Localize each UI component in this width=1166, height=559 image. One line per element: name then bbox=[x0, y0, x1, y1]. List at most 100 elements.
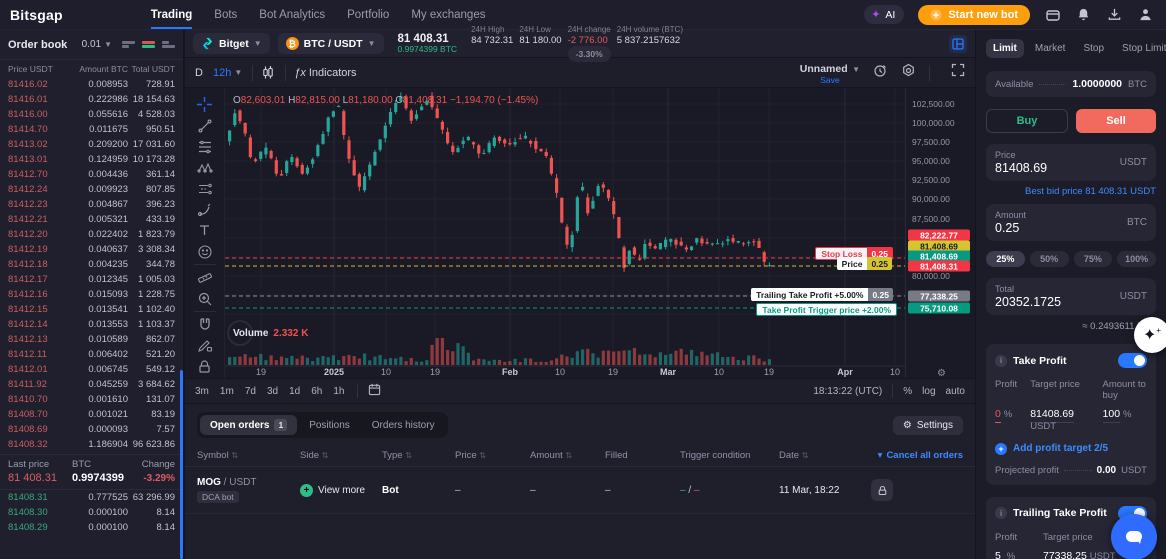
log-scale-toggle[interactable]: log bbox=[922, 385, 936, 397]
chart-layout-select[interactable]: Unnamed ▼ Save bbox=[799, 62, 860, 86]
nav-item-my-exchanges[interactable]: My exchanges bbox=[411, 8, 486, 21]
order-book-row[interactable]: 81416.01 0.222986 18 154.63 bbox=[0, 92, 183, 107]
drawing-edit-icon[interactable] bbox=[194, 335, 216, 356]
percent-100[interactable]: 100% bbox=[1117, 251, 1156, 267]
tab-limit[interactable]: Limit bbox=[986, 39, 1024, 58]
tab-stop[interactable]: Stop bbox=[1083, 43, 1105, 54]
order-book-row[interactable]: 81413.02 0.209200 17 031.60 bbox=[0, 137, 183, 152]
order-book-row[interactable]: 81416.00 0.055616 4 528.03 bbox=[0, 107, 183, 122]
order-book-mode-bids-icon[interactable] bbox=[162, 39, 175, 51]
ai-assistant-float-button[interactable]: ✦ + bbox=[1134, 317, 1166, 353]
user-profile-icon[interactable] bbox=[1137, 6, 1154, 23]
xabcd-pattern-icon[interactable] bbox=[194, 157, 216, 178]
order-book-row[interactable]: 81413.01 0.124959 10 173.28 bbox=[0, 152, 183, 167]
order-book-row[interactable]: 81408.32 1.186904 96 623.86 bbox=[0, 437, 183, 452]
sell-button[interactable]: Sell bbox=[1076, 109, 1156, 133]
price-field[interactable]: Price 81408.69 USDT bbox=[986, 144, 1156, 181]
order-lock-button[interactable] bbox=[871, 479, 893, 501]
chat-support-button[interactable] bbox=[1111, 514, 1157, 559]
timeframe-6h[interactable]: 6h bbox=[311, 385, 323, 397]
order-book-scrollbar[interactable] bbox=[180, 370, 183, 559]
emoji-icon[interactable] bbox=[194, 241, 216, 262]
percent-scale-button[interactable]: % bbox=[903, 385, 913, 397]
fullscreen-icon[interactable] bbox=[951, 63, 965, 82]
order-book-mode-asks-icon[interactable] bbox=[122, 39, 135, 51]
order-book-row[interactable]: 81416.02 0.008953 728.91 bbox=[0, 77, 183, 92]
order-book-row[interactable]: 81412.18 0.004235 344.78 bbox=[0, 257, 183, 272]
magnet-icon[interactable] bbox=[194, 314, 216, 335]
crosshair-icon[interactable] bbox=[194, 94, 216, 115]
col-filled[interactable]: Filled bbox=[605, 450, 628, 461]
total-field[interactable]: Total 20352.1725 USDT bbox=[986, 278, 1156, 315]
order-book-row[interactable]: 81408.69 0.000093 7.57 bbox=[0, 422, 183, 437]
notifications-bell-icon[interactable] bbox=[1075, 6, 1092, 23]
order-book-row[interactable]: 81412.17 0.012345 1 005.03 bbox=[0, 272, 183, 287]
order-book-mode-both-icon[interactable] bbox=[142, 39, 155, 51]
best-bid-link[interactable]: Best bid price 81 408.31 USDT bbox=[1025, 186, 1156, 197]
ttp-target-input[interactable]: 77338.25 USDT bbox=[1043, 549, 1133, 559]
trend-line-icon[interactable] bbox=[194, 115, 216, 136]
order-book-row[interactable]: 81412.15 0.013541 1 102.40 bbox=[0, 302, 183, 317]
order-book-row[interactable]: 81412.16 0.015093 1 228.75 bbox=[0, 287, 183, 302]
clock-utc[interactable]: 18:13:22 (UTC) bbox=[813, 385, 883, 397]
ai-button[interactable]: ✦ AI bbox=[864, 5, 905, 24]
nav-item-trading[interactable]: Trading bbox=[150, 0, 192, 29]
info-icon[interactable]: i bbox=[995, 507, 1007, 520]
lock-drawings-icon[interactable] bbox=[194, 356, 216, 377]
take-profit-trigger-annotation[interactable]: Take Profit Trigger price +2.00% bbox=[756, 303, 897, 316]
order-table-row[interactable]: MOG / USDT DCA bot + View more Bot – – – … bbox=[185, 467, 975, 514]
bar-replay-icon[interactable] bbox=[873, 63, 888, 83]
order-book-row[interactable]: 81412.01 0.006745 549.12 bbox=[0, 362, 183, 377]
percent-50[interactable]: 50% bbox=[1029, 251, 1069, 267]
pair-select[interactable]: ₿ BTC / USDT ▼ bbox=[277, 33, 384, 54]
start-new-bot-button[interactable]: Start new bot bbox=[918, 4, 1030, 25]
timeframe-3d[interactable]: 3d bbox=[266, 385, 279, 397]
order-book-row[interactable]: 81412.21 0.005321 433.19 bbox=[0, 212, 183, 227]
percent-25[interactable]: 25% bbox=[986, 251, 1025, 267]
auto-scale-toggle[interactable]: auto bbox=[945, 385, 965, 397]
wallet-icon[interactable] bbox=[1044, 6, 1061, 23]
order-book-row[interactable]: 81408.70 0.001021 83.19 bbox=[0, 407, 183, 422]
indicators-button[interactable]: ƒx Indicators bbox=[294, 66, 357, 79]
amount-field[interactable]: Amount 0.25 BTC bbox=[986, 204, 1156, 241]
order-book-row[interactable]: 81412.20 0.022402 1 823.79 bbox=[0, 227, 183, 242]
ruler-icon[interactable] bbox=[194, 267, 216, 288]
info-icon[interactable]: i bbox=[995, 354, 1007, 367]
layout-grid-icon[interactable] bbox=[949, 34, 967, 53]
bitsgap-logo[interactable]: Bitsgap bbox=[10, 6, 63, 23]
tab-positions[interactable]: Positions bbox=[309, 419, 350, 431]
take-profit-toggle[interactable] bbox=[1118, 353, 1147, 368]
candlestick-chart[interactable] bbox=[225, 88, 905, 378]
order-book-row[interactable]: 81412.24 0.009923 807.85 bbox=[0, 182, 183, 197]
nav-item-bot-analytics[interactable]: Bot Analytics bbox=[259, 8, 326, 21]
add-profit-target-button[interactable]: + Add profit target 2/5 bbox=[995, 442, 1147, 455]
axis-settings-gear-icon[interactable]: ⚙ bbox=[937, 368, 946, 379]
view-more-button[interactable]: + View more bbox=[300, 483, 382, 497]
col-price[interactable]: Price ⇅ bbox=[455, 450, 486, 461]
precision-select[interactable]: 0.01 ▼ bbox=[81, 39, 112, 50]
tab-open-orders[interactable]: Open orders 1 bbox=[200, 415, 298, 435]
orders-settings-button[interactable]: ⚙ Settings bbox=[892, 415, 963, 435]
order-book-row[interactable]: 81412.19 0.040637 3 308.34 bbox=[0, 242, 183, 257]
price-annotation[interactable]: Price 0.25 bbox=[836, 257, 892, 270]
col-side[interactable]: Side ⇅ bbox=[300, 450, 329, 461]
col-date[interactable]: Date ⇅ bbox=[779, 450, 809, 461]
order-book-row[interactable]: 81411.92 0.045259 3 684.62 bbox=[0, 377, 183, 392]
save-layout-button[interactable]: Save bbox=[820, 75, 840, 86]
tp-profit-input[interactable]: 0 % bbox=[995, 407, 1030, 423]
nav-item-bots[interactable]: Bots bbox=[214, 8, 238, 21]
timeframe-7d[interactable]: 7d bbox=[244, 385, 256, 397]
tab-market[interactable]: Market bbox=[1034, 43, 1066, 54]
order-book-row[interactable]: 81408.30 0.000100 8.14 bbox=[0, 505, 183, 520]
zoom-in-icon[interactable] bbox=[194, 288, 216, 309]
price-axis[interactable]: 20 K A L 102,500.00100,000.0097,500.0095… bbox=[905, 88, 975, 378]
calendar-icon[interactable] bbox=[368, 383, 381, 399]
col-amount[interactable]: Amount ⇅ bbox=[530, 450, 573, 461]
exchange-select[interactable]: Bitget ▼ bbox=[193, 33, 270, 54]
tp-target-input[interactable]: 81408.69 USDT bbox=[1030, 407, 1075, 432]
timeframe-1d[interactable]: 1d bbox=[289, 385, 301, 397]
order-book-row[interactable]: 81412.14 0.013553 1 103.37 bbox=[0, 317, 183, 332]
candle-style-button[interactable] bbox=[261, 65, 275, 80]
fib-retracement-icon[interactable] bbox=[194, 136, 216, 157]
tab-stop-limit[interactable]: Stop Limit bbox=[1122, 43, 1166, 54]
